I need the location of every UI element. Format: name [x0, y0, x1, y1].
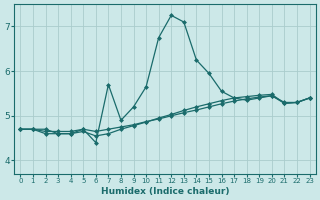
- X-axis label: Humidex (Indice chaleur): Humidex (Indice chaleur): [101, 187, 229, 196]
